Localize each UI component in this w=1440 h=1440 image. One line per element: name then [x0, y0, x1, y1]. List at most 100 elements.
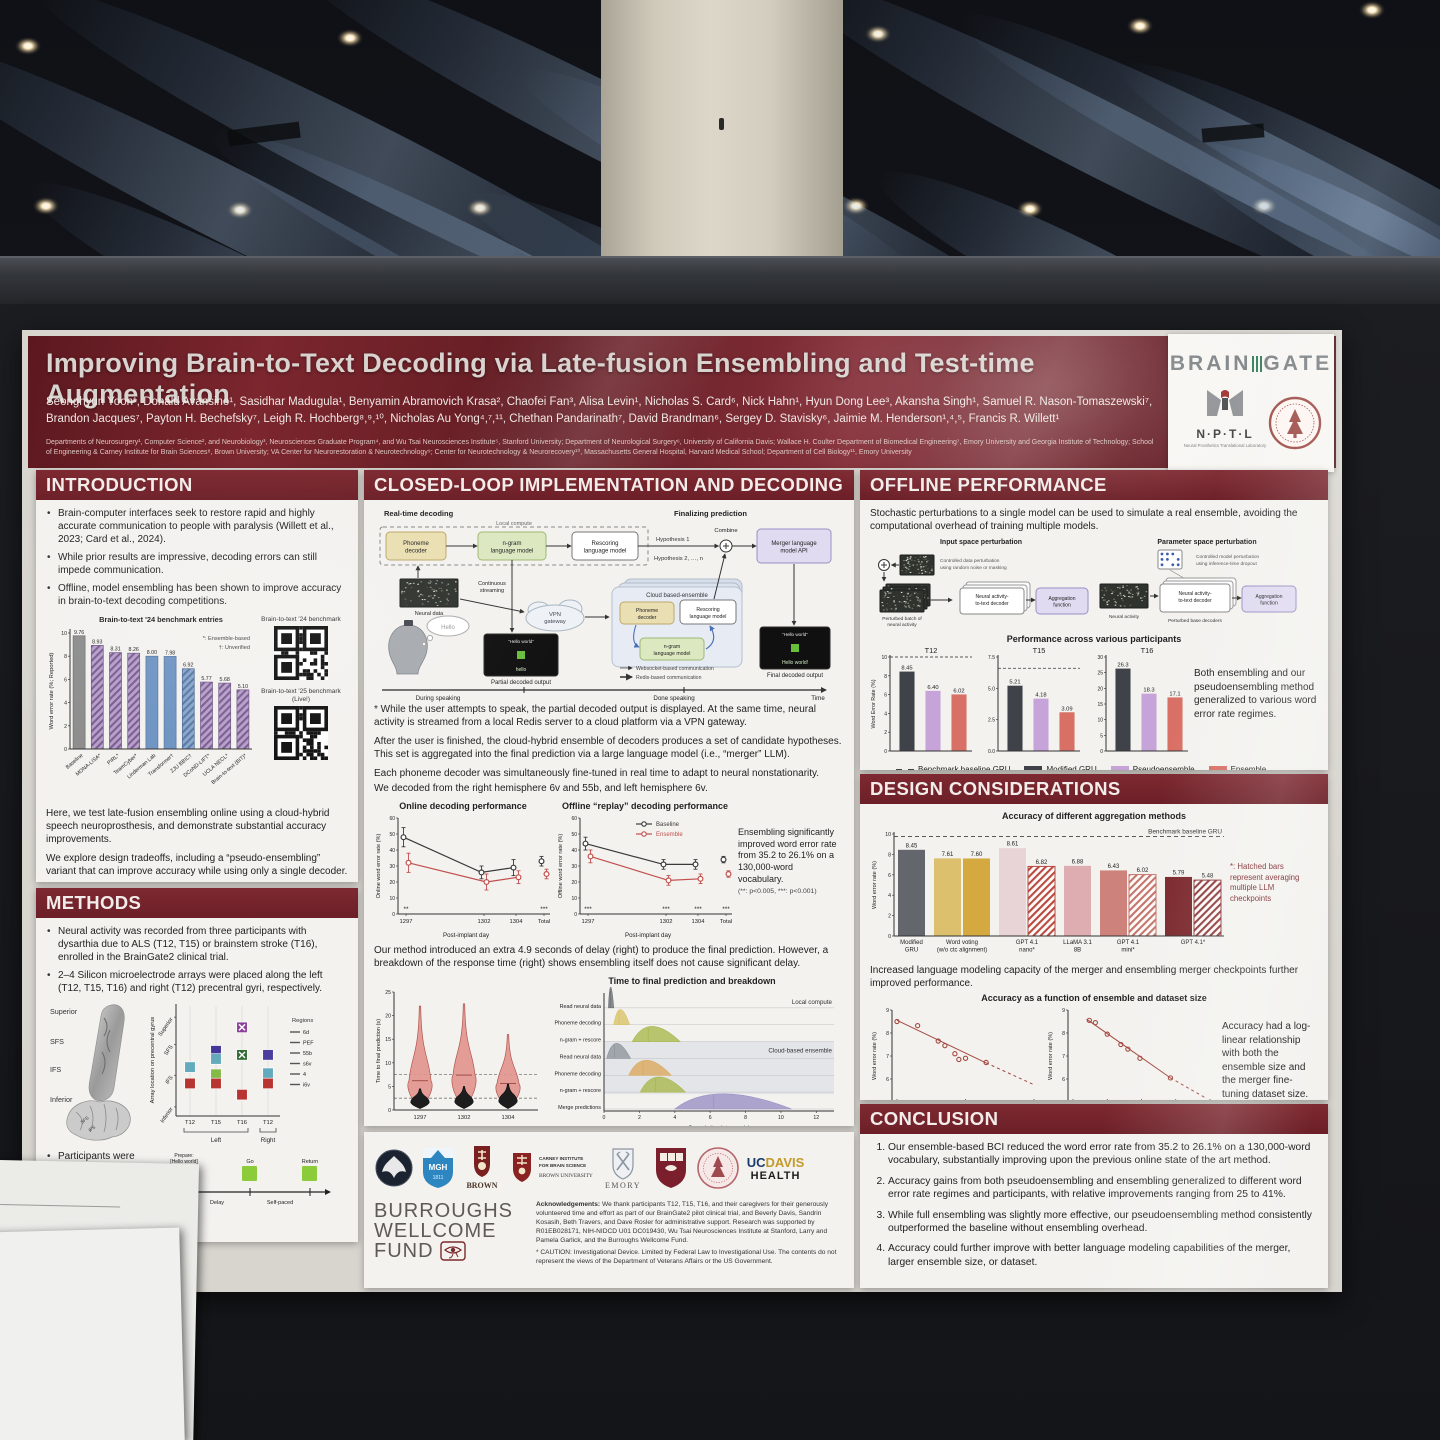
ceiling-light [865, 25, 891, 43]
participants-legend: Benchmark baseline GRU Modified GRU Pseu… [870, 765, 1318, 770]
svg-text:PEF: PEF [303, 1041, 314, 1047]
svg-text:50: 50 [389, 832, 395, 838]
svg-text:Phoneme decoding: Phoneme decoding [555, 1071, 601, 1077]
svg-text:IFS: IFS [50, 1065, 61, 1074]
svg-text:IFS: IFS [88, 1124, 97, 1132]
svg-text:Superior: Superior [50, 1007, 78, 1016]
svg-text:Rescoring: Rescoring [696, 607, 719, 613]
svg-text:8.31: 8.31 [110, 647, 120, 653]
svg-text:Hypothesis 2, …, n: Hypothesis 2, …, n [654, 556, 703, 562]
fabric-sheen [28, 336, 1336, 468]
funding-card: MGH 1811 BROWN CARNEY INSTITUTE FOR BRAIN… [364, 1132, 854, 1288]
svg-text:Phoneme: Phoneme [403, 541, 429, 547]
svg-text:5: 5 [388, 1084, 391, 1090]
svg-text:8: 8 [64, 654, 67, 660]
braingate-text-left: BRAIN [1169, 352, 1252, 375]
modified-gru-swatch [1024, 766, 1043, 770]
svg-text:s6v: s6v [303, 1062, 312, 1068]
section-heading-design-considerations: DESIGN CONSIDERATIONS [860, 774, 1328, 804]
offline-intro: Stochastic perturbations to a single mod… [870, 508, 1298, 532]
svg-text:Inferior: Inferior [160, 1107, 175, 1125]
svg-text:Phoneme decoding: Phoneme decoding [555, 1021, 601, 1027]
svg-text:to-text decoder: to-text decoder [1178, 598, 1212, 604]
svg-text:MGH: MGH [429, 1163, 448, 1172]
svg-text:Inferior: Inferior [50, 1095, 73, 1104]
svg-text:30: 30 [571, 864, 577, 870]
svg-text:6.82: 6.82 [1036, 860, 1048, 866]
svg-text:4: 4 [888, 893, 891, 899]
svg-text:30: 30 [389, 864, 395, 870]
svg-text:Aggregation: Aggregation [1256, 594, 1283, 600]
brown-logo: BROWN [466, 1146, 498, 1190]
svg-text:10: 10 [61, 631, 67, 637]
svg-text:**: ** [403, 906, 409, 913]
svg-text:Parameter space perturbation: Parameter space perturbation [1157, 539, 1256, 546]
svg-text:Read neural data: Read neural data [560, 1004, 601, 1010]
svg-text:Benchmark baseline GRU: Benchmark baseline GRU [1148, 829, 1222, 836]
bullet: Offline, model ensembling has been shown… [46, 582, 348, 608]
ucd-davis: DAVIS [765, 1154, 805, 1170]
svg-text:9: 9 [886, 1008, 889, 1014]
svg-text:Word voting: Word voting [946, 940, 978, 946]
carney-institute-logo: CARNEY INSTITUTE FOR BRAIN SCIENCE BROWN… [509, 1151, 593, 1185]
svg-text:5.79: 5.79 [1173, 870, 1185, 876]
svg-text:GRU: GRU [905, 948, 918, 954]
chart-title: Offline “replay” decoding performance [561, 801, 729, 811]
braingate-logo: BRAIN GATE [1168, 352, 1334, 376]
svg-text:10: 10 [778, 1115, 784, 1121]
svg-text:Final decoded output: Final decoded output [767, 673, 823, 679]
design-paragraph: Increased language modeling capacity of … [870, 965, 1299, 989]
svg-text:1302: 1302 [660, 919, 673, 925]
ensemble-swatch [1208, 766, 1227, 770]
svg-text:T12: T12 [185, 1120, 195, 1126]
svg-text:60: 60 [571, 816, 577, 822]
svg-text:Superior: Superior [158, 1017, 175, 1038]
ack-title: Acknowledgements: [536, 1201, 601, 1208]
svg-text:Word error rate (%; Reported): Word error rate (%; Reported) [49, 652, 55, 729]
svg-text:Total: Total [538, 919, 550, 925]
logo-card: BRAIN GATE N·P·T·L Neural Prosthetics Tra… [1168, 334, 1334, 472]
scaling-note: Accuracy had a log-linear relationship w… [1222, 1021, 1311, 1100]
note-text: Ensembling significantly improved word e… [738, 827, 837, 884]
svg-text:Regions: Regions [292, 1018, 313, 1024]
nptl-subtitle: Neural Prosthetics Translational Laborat… [1183, 443, 1267, 448]
svg-text:function: function [1053, 603, 1071, 609]
institution-logos-row: MGH 1811 BROWN CARNEY INSTITUTE FOR BRAIN… [374, 1139, 844, 1197]
t12-bar-chart: T12 0 2 4 6 8 10 Word Error Rate (%) 8.45 6.40 6.0… [870, 645, 974, 763]
svg-text:18.3: 18.3 [1143, 688, 1154, 694]
svg-text:language model: language model [491, 549, 534, 555]
svg-text:GPT 4.1*: GPT 4.1* [1181, 940, 1206, 946]
braingate-bars-icon [1252, 356, 1263, 372]
svg-text:3.09: 3.09 [1061, 706, 1072, 712]
svg-text:5.21: 5.21 [1009, 680, 1020, 686]
caution-text: * CAUTION: Investigational Device. Limit… [536, 1249, 837, 1266]
svg-text:Combine: Combine [714, 528, 737, 534]
heading-text: DESIGN CONSIDERATIONS [870, 778, 1121, 799]
bullet: Neural activity was recorded from three … [46, 925, 348, 964]
svg-text:5.0: 5.0 [988, 686, 995, 692]
svg-text:Phoneme: Phoneme [636, 608, 658, 614]
pseudoensemble-swatch [1110, 766, 1129, 770]
svg-text:2: 2 [638, 1115, 641, 1121]
conclusion-item: Our ensemble-based BCI reduced the word … [888, 1141, 1318, 1168]
svg-text:60: 60 [389, 816, 395, 822]
svg-text:EMORY: EMORY [605, 1181, 641, 1190]
svg-text:10: 10 [1097, 718, 1103, 724]
svg-text:mini*: mini* [1121, 948, 1135, 954]
svg-text:PIRL*: PIRL* [106, 753, 120, 766]
svg-text:0: 0 [64, 747, 67, 753]
svg-text:function: function [1260, 601, 1278, 607]
svg-text:Brain-to-text '24 benchmark en: Brain-to-text '24 benchmark entries [99, 615, 223, 624]
section-heading-conclusion: CONCLUSION [860, 1104, 1328, 1134]
closed-loop-paragraph: Each phoneme decoder was simultaneously … [374, 768, 820, 779]
svg-text:40: 40 [571, 848, 577, 854]
svg-text:Time: Time [811, 695, 825, 702]
poster-affiliations: Departments of Neurosurgery¹, Computer S… [46, 439, 1154, 457]
svg-text:7.5: 7.5 [988, 655, 995, 661]
research-poster: Improving Brain-to-Text Decoding via Lat… [22, 330, 1342, 1292]
svg-text:Done speaking: Done speaking [653, 695, 695, 702]
closed-loop-paragraph: We decoded from the right hemisphere 6v … [374, 783, 708, 794]
svg-text:17.1: 17.1 [1169, 691, 1180, 697]
latency-breakdown-block: Time to final prediction and breakdown L… [546, 976, 838, 1126]
svg-text:IFS: IFS [165, 1075, 175, 1086]
